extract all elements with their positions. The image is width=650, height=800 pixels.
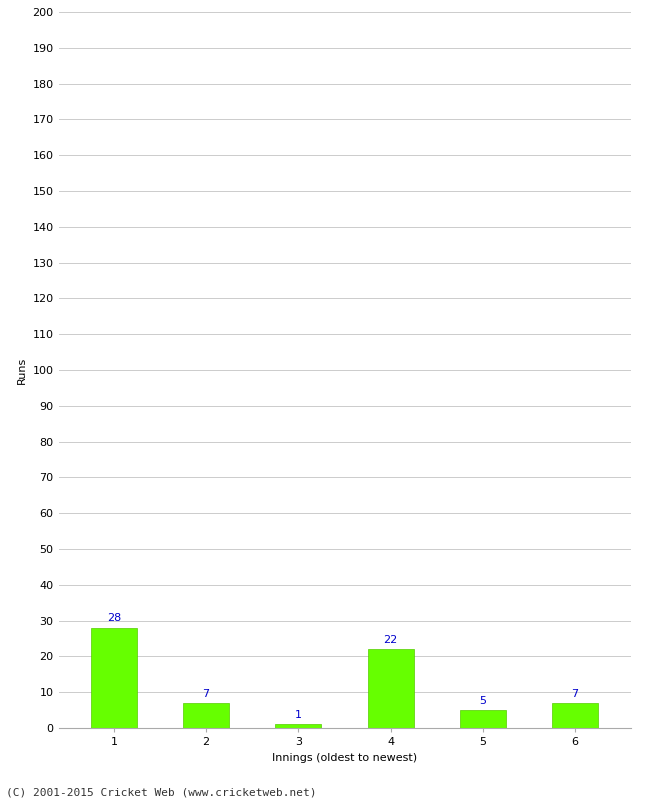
Text: 1: 1 [295, 710, 302, 720]
Text: 5: 5 [480, 696, 486, 706]
Text: 22: 22 [384, 635, 398, 645]
Bar [552, 703, 598, 728]
Text: 7: 7 [571, 689, 578, 698]
Bar [91, 628, 137, 728]
Text: 7: 7 [203, 689, 210, 698]
Y-axis label: Runs: Runs [17, 356, 27, 384]
Bar [367, 650, 413, 728]
Bar [460, 710, 506, 728]
X-axis label: Innings (oldest to newest): Innings (oldest to newest) [272, 753, 417, 762]
Text: (C) 2001-2015 Cricket Web (www.cricketweb.net): (C) 2001-2015 Cricket Web (www.cricketwe… [6, 787, 317, 798]
Bar [183, 703, 229, 728]
Text: 28: 28 [107, 614, 121, 623]
Bar [276, 725, 322, 728]
